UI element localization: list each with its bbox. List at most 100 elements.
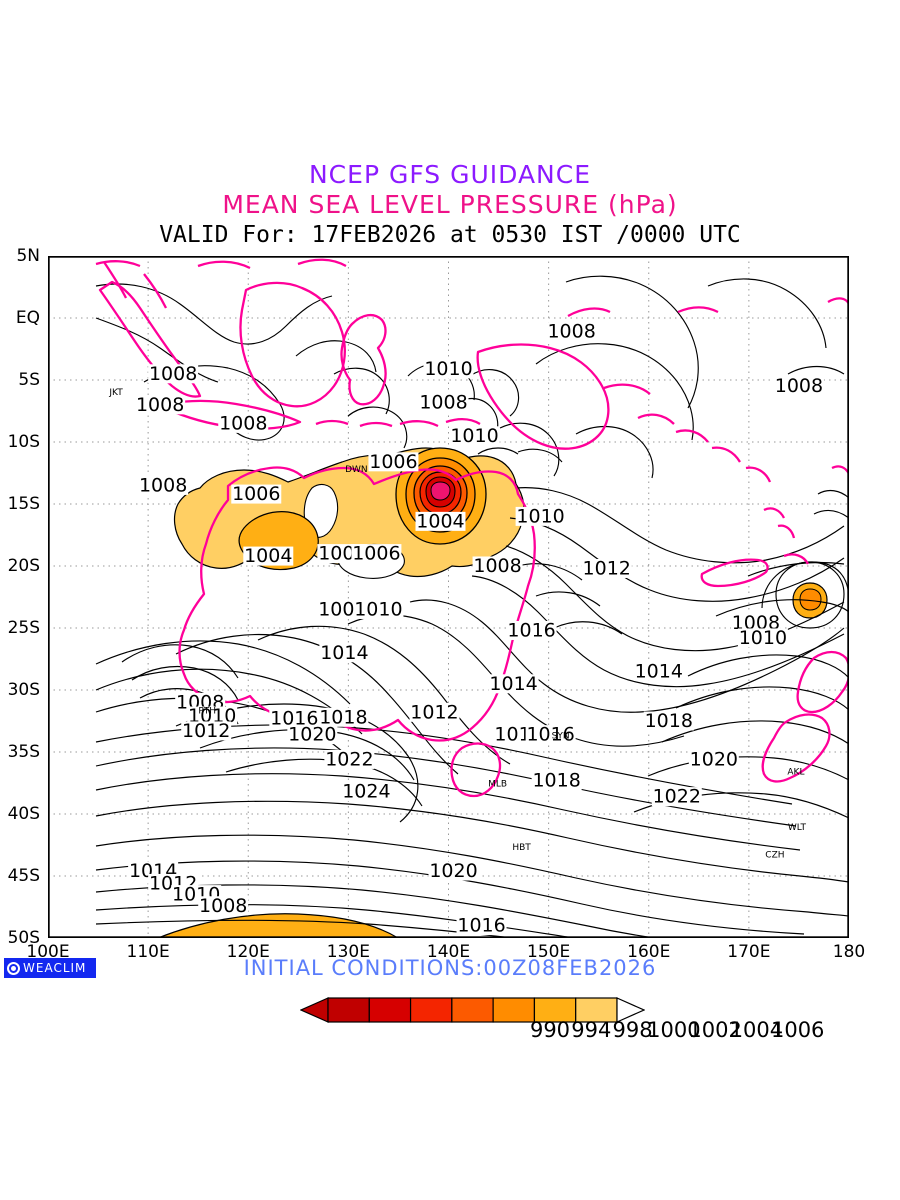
- y-axis-tick-25s: 25S: [7, 618, 40, 638]
- contour-label: 1024: [342, 781, 390, 803]
- contour-label: 1016: [270, 708, 318, 730]
- contour-label-bg: [633, 661, 684, 681]
- contour-label: 1004: [416, 510, 464, 532]
- contour-label-group: 1008 1008 1008 1008 1008 1008 1010 1010 1006 1006…: [128, 321, 824, 937]
- colorbar-right-arrow: [616, 997, 645, 1023]
- y-axis-tick-20s: 20S: [7, 556, 40, 576]
- pressure-colorbar[interactable]: [300, 997, 645, 1023]
- contour-label: 1016: [457, 915, 505, 937]
- contour-label: 1012: [410, 701, 458, 723]
- weaclim-logo-text: WEACLIM: [23, 961, 87, 975]
- contour-label-bg: [138, 475, 189, 495]
- contour-label-bg: [418, 392, 469, 412]
- contour-label: 1012: [182, 720, 230, 742]
- colorbar-tick-998: 998: [612, 1018, 653, 1042]
- y-axis-tick-35s: 35S: [7, 742, 40, 762]
- contour-label-bg: [218, 413, 269, 433]
- contour-label-bg: [324, 749, 375, 769]
- contour-label: 1010: [516, 505, 564, 527]
- city-label-pth: PTH: [198, 707, 216, 717]
- coastlines: [95, 258, 849, 798]
- city-label-syn: SYN: [552, 731, 570, 741]
- contour-label-bg: [488, 674, 539, 694]
- contour-label: 1008: [473, 555, 521, 577]
- contour-label-bg: [135, 395, 186, 415]
- contour-label: 1014: [320, 642, 368, 664]
- contour-label-bg: [181, 721, 232, 741]
- colorbar-cell[interactable]: [327, 997, 370, 1023]
- city-label-czh: CZH: [765, 850, 784, 860]
- contour-label: 1010: [424, 358, 472, 380]
- valid-time-label: VALID For: 17FEB2026 at 0530 IST /0000 U…: [159, 222, 741, 248]
- contour-label-bg: [506, 620, 557, 640]
- title-block: NCEP GFS GUIDANCE MEAN SEA LEVEL PRESSUR…: [0, 160, 900, 250]
- contour-label: 1020: [690, 748, 738, 770]
- x-axis-tick-120e: 120E: [226, 942, 270, 962]
- contour-label: 1010: [450, 425, 498, 447]
- x-axis-tick-150e: 150E: [527, 942, 571, 962]
- contour-label: 1006: [352, 543, 400, 565]
- contour-label-bg: [472, 556, 523, 576]
- x-axis-tick-130e: 130E: [326, 942, 370, 962]
- contour-label: 1004: [244, 545, 292, 567]
- weaclim-logo[interactable]: WEACLIM: [4, 958, 96, 978]
- colorbar-tick-994: 994: [571, 1018, 612, 1042]
- initial-conditions-label: INITIAL CONDITIONS:00Z08FEB2026: [243, 956, 657, 980]
- low-fiji-inner: [799, 588, 822, 611]
- cyclone-core-990: [430, 481, 451, 501]
- y-axis-tick-eq: EQ: [15, 308, 40, 328]
- contour-label: 1010: [354, 598, 402, 620]
- contour-label-bg: [409, 702, 460, 722]
- contour-label-bg: [269, 709, 320, 729]
- map-frame: [48, 256, 849, 938]
- contour-label-bg: [428, 861, 479, 881]
- contour-label: 1006: [369, 451, 417, 473]
- y-axis-tick-40s: 40S: [7, 804, 40, 824]
- contour-label: 1008: [199, 895, 247, 917]
- contour-label-bg: [643, 711, 694, 731]
- contour-label-bg: [287, 725, 338, 745]
- city-label-mlb: MLB: [488, 780, 507, 790]
- contour-label: 1022: [325, 748, 373, 770]
- contour-label-bg: [688, 749, 739, 769]
- x-axis-tick-140e: 140E: [426, 942, 471, 962]
- contour-label: 1008: [136, 394, 184, 416]
- city-label-jkt: JKT: [108, 388, 123, 398]
- colorbar-tick-1002: 1002: [688, 1018, 742, 1042]
- contour-label: 1018: [319, 706, 367, 728]
- contour-label: 1018: [532, 770, 580, 792]
- contour-label-bg: [353, 599, 404, 619]
- contour-label-bg: [581, 558, 632, 578]
- colorbar-cell[interactable]: [451, 997, 494, 1023]
- contour-label: 1014: [635, 660, 683, 682]
- x-axis-tick-180: 180: [832, 942, 866, 962]
- contour-label-bg: [187, 706, 238, 726]
- colorbar-cell[interactable]: [575, 997, 618, 1023]
- contour-label: 1022: [653, 786, 701, 808]
- contour-label-bg: [319, 643, 370, 663]
- contour-label-bg: [341, 782, 392, 802]
- contour-label-bg: [449, 426, 500, 446]
- colorbar-tick-1004: 1004: [729, 1018, 784, 1042]
- contour-label-bg: [525, 725, 576, 745]
- colorbar-tick-1006: 1006: [770, 1018, 825, 1042]
- contour-label: 1012: [583, 557, 631, 579]
- map-panel[interactable]: 1008 1008 1008 1008 1008 1008 1010 1010 1006 1006…: [48, 256, 849, 938]
- contour-label: 1008: [775, 375, 823, 397]
- contour-label: 1008: [547, 321, 595, 343]
- contour-label-bg: [546, 322, 597, 342]
- contour-label-bg: [531, 771, 582, 791]
- contour-label: 1008: [419, 391, 467, 413]
- colorbar-tick-990: 990: [529, 1018, 571, 1042]
- contour-label-bg: [351, 544, 402, 564]
- page-title-ncep: NCEP GFS GUIDANCE: [308, 160, 591, 189]
- y-axis-tick-15s: 15S: [7, 494, 40, 514]
- contour-label: 1020: [288, 724, 336, 746]
- contour-label: 1008: [219, 412, 267, 434]
- contour-label-bg: [243, 546, 294, 566]
- colorbar-cell[interactable]: [492, 997, 536, 1023]
- contour-label-bg: [415, 511, 466, 531]
- contour-label: 1006: [232, 483, 280, 505]
- y-axis-tick-5s: 5S: [18, 370, 40, 390]
